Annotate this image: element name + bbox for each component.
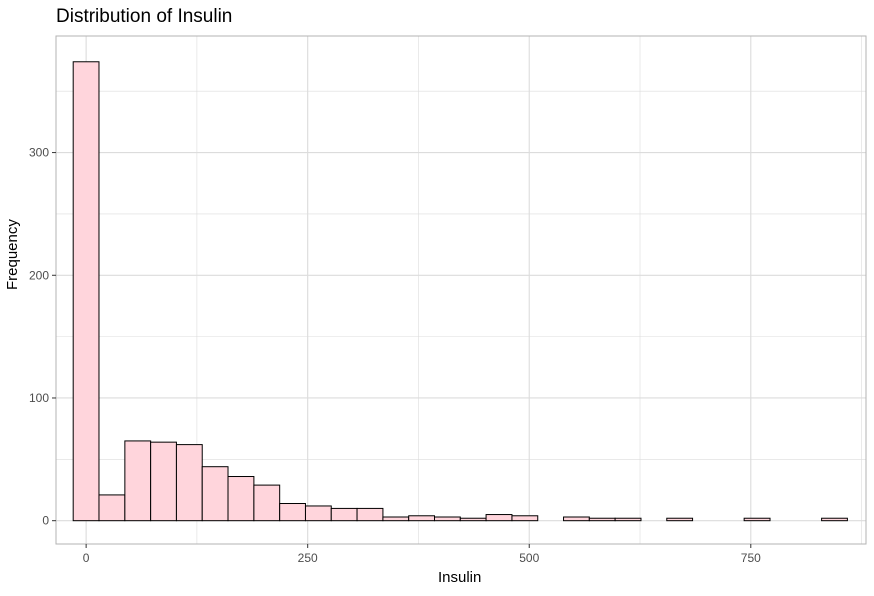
- histogram-bar: [743, 517, 771, 522]
- histogram-bar: [124, 440, 152, 522]
- histogram-bar: [356, 507, 384, 522]
- histogram-bar: [330, 507, 358, 522]
- histogram-bar: [614, 517, 642, 522]
- x-axis-label: Insulin: [438, 569, 482, 586]
- chart-title: Distribution of Insulin: [56, 6, 233, 27]
- y-tick-label: 200: [29, 268, 49, 282]
- histogram-bar: [227, 476, 255, 522]
- x-tick-label: 0: [83, 551, 90, 565]
- histogram-bar: [821, 517, 848, 522]
- panel-border: [55, 35, 867, 545]
- histogram-bar: [588, 517, 616, 522]
- histogram-bar: [201, 466, 229, 522]
- histogram-bar: [485, 514, 513, 522]
- histogram-bar: [382, 516, 410, 522]
- x-tick-label: 250: [298, 551, 318, 565]
- histogram-bar: [304, 505, 332, 522]
- histogram-bar: [434, 516, 461, 522]
- histogram-bar: [408, 515, 436, 522]
- y-tick-label: 300: [29, 146, 49, 160]
- y-tick-label: 100: [29, 391, 49, 405]
- y-tick-label: 0: [42, 514, 49, 528]
- histogram-bar: [563, 516, 590, 522]
- histogram-bar: [279, 503, 306, 522]
- histogram-bar: [666, 517, 694, 522]
- histogram-bar: [459, 517, 487, 522]
- x-tick-label: 750: [741, 551, 761, 565]
- x-tick-label: 500: [519, 551, 539, 565]
- histogram-bar: [150, 441, 177, 522]
- histogram-bar: [511, 515, 539, 522]
- histogram-bar: [72, 61, 100, 522]
- histogram-bar: [98, 494, 126, 522]
- histogram-bar: [253, 484, 281, 522]
- histogram-bar: [175, 444, 203, 522]
